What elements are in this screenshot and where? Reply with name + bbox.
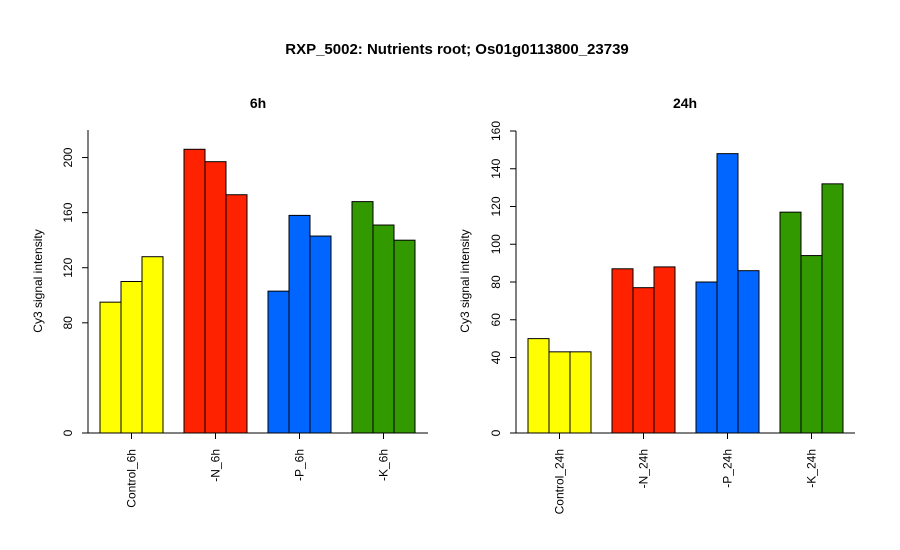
x-tick-label: -N_24h — [637, 449, 651, 488]
x-tick-label: -K_6h — [377, 449, 391, 481]
bar — [527, 338, 550, 434]
panel-title: 24h — [673, 95, 697, 111]
y-tick-label: 0 — [489, 429, 503, 436]
y-tick-label: 0 — [61, 429, 75, 436]
x-tick-label: Control_6h — [125, 449, 139, 508]
bar — [99, 301, 122, 434]
bar — [225, 194, 248, 434]
bar — [120, 281, 143, 434]
bar — [372, 224, 395, 434]
y-tick-label: 40 — [489, 351, 503, 365]
panel-6h: 6h 0 80 120 160 200 Cy3 signal intensity Contro… — [31, 95, 428, 508]
y-tick-label: 160 — [61, 202, 75, 222]
y-tick-label: 200 — [61, 147, 75, 167]
figure-title: RXP_5002: Nutrients root; Os01g0113800_2… — [285, 41, 629, 58]
y-tick-label: 60 — [489, 313, 503, 327]
bar — [737, 270, 760, 434]
y-tick-label: 120 — [61, 257, 75, 277]
bar — [611, 268, 634, 434]
x-tick-label: -P_6h — [293, 449, 307, 481]
bar — [569, 351, 592, 434]
x-tick-label: -N_6h — [209, 449, 223, 482]
y-tick-label: 160 — [489, 121, 503, 141]
x-tick-label: -P_24h — [721, 449, 735, 488]
bar — [779, 211, 802, 434]
x-tick-label: -K_24h — [805, 449, 819, 488]
bar — [548, 351, 571, 434]
bar — [716, 153, 739, 434]
bar — [632, 287, 655, 434]
bar — [309, 235, 332, 434]
bar — [800, 255, 823, 434]
bar — [821, 183, 844, 434]
bar — [695, 281, 718, 434]
y-tick-label: 100 — [489, 234, 503, 254]
y-tick-label: 80 — [61, 316, 75, 330]
y-tick-label: 140 — [489, 158, 503, 178]
bar — [141, 256, 164, 434]
bar — [183, 148, 206, 434]
bar — [288, 214, 311, 434]
y-axis-label: Cy3 signal intensity — [31, 229, 45, 332]
panel-24h: 24h 0 40 60 80 100 120 140 160 Cy3 signal intensi… — [458, 95, 855, 514]
y-tick-label: 80 — [489, 275, 503, 289]
bar — [267, 290, 290, 434]
x-tick-label: Control_24h — [553, 449, 567, 514]
bar — [204, 161, 227, 434]
y-axis-label: Cy3 signal intensity — [458, 229, 472, 332]
y-tick-label: 120 — [489, 196, 503, 216]
bar — [653, 266, 676, 434]
panel-title: 6h — [250, 95, 266, 111]
bar — [351, 201, 374, 434]
bar — [393, 239, 416, 434]
